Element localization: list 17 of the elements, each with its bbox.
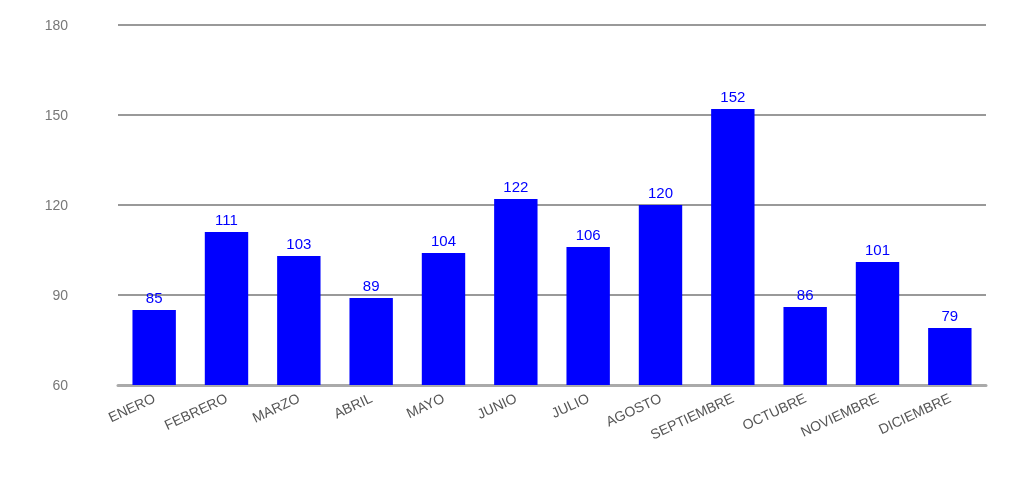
data-label: 111 [215, 211, 238, 228]
y-tick-label: 180 [44, 17, 69, 33]
data-label: 101 [864, 241, 891, 258]
data-label: 89 [362, 277, 380, 294]
y-tick-label: 120 [44, 197, 69, 213]
data-label: 103 [286, 235, 312, 252]
data-label: 85 [145, 289, 163, 306]
data-label: 152 [720, 88, 746, 105]
data-label: 79 [941, 307, 959, 324]
y-tick-label: 90 [52, 287, 69, 303]
data-label: 86 [796, 286, 814, 303]
data-label: 104 [430, 232, 457, 249]
y-tick-label: 150 [44, 107, 69, 123]
data-label: 120 [647, 184, 674, 201]
y-tick-label: 60 [52, 377, 69, 393]
data-label: 122 [503, 178, 529, 195]
data-label: 106 [575, 226, 601, 243]
